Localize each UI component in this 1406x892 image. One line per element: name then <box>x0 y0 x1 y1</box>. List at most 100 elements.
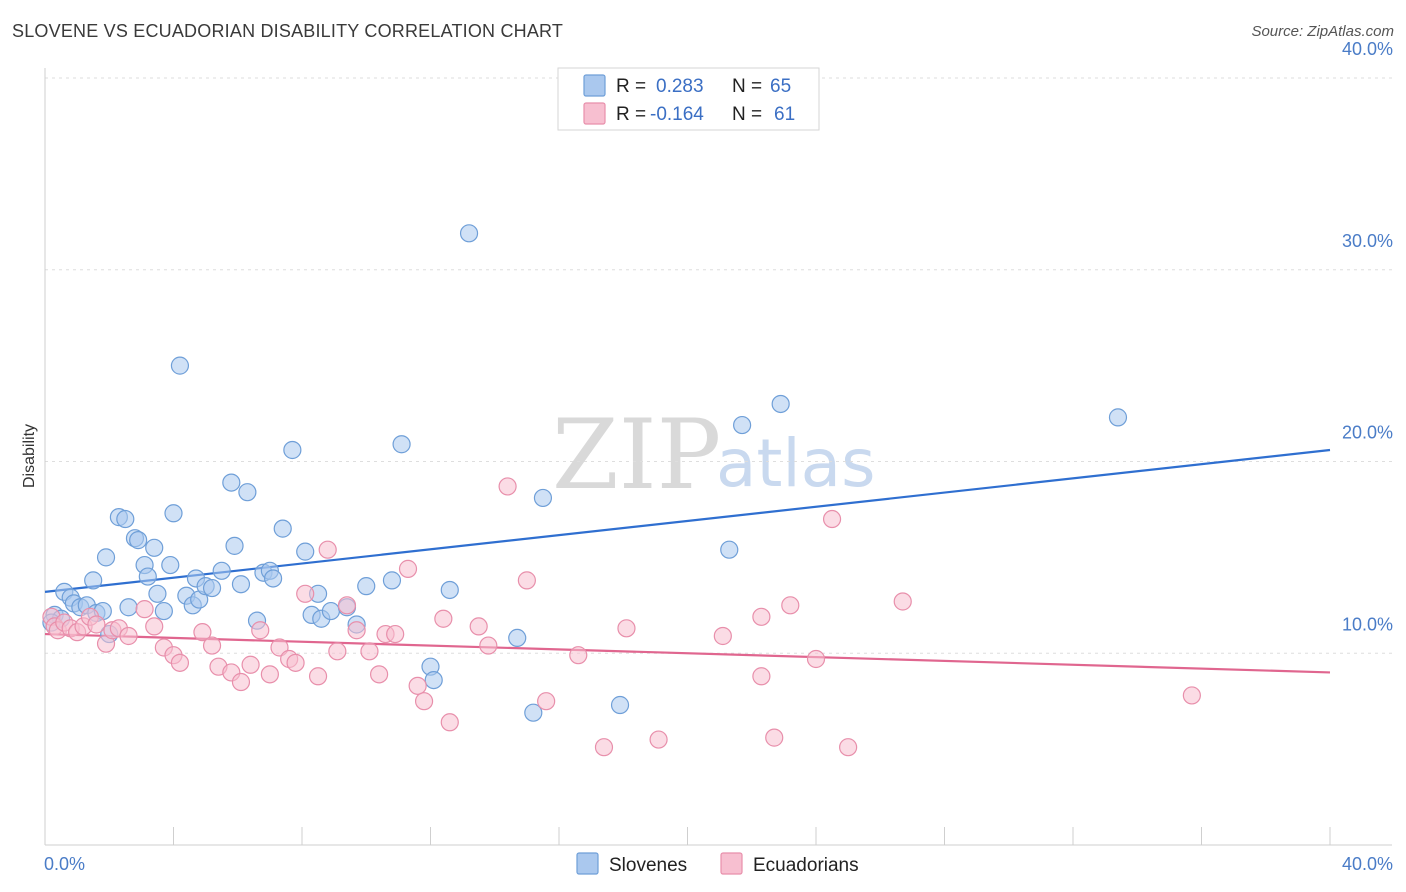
legend: R = 0.283 N = 65 R = -0.164 N = 61 <box>557 67 820 131</box>
point-slovenes <box>212 561 231 580</box>
point-ecuadorians <box>202 636 222 655</box>
point-ecuadorians <box>87 615 106 634</box>
point-ecuadorians <box>594 738 614 757</box>
legend-swatch-slovenes <box>583 74 606 97</box>
bottom-legend-swatch-ecuadorians <box>720 852 743 875</box>
point-slovenes <box>170 356 190 375</box>
point-ecuadorians <box>781 596 800 615</box>
point-ecuadorians <box>752 607 771 626</box>
point-ecuadorians <box>308 667 328 686</box>
point-slovenes <box>154 601 173 621</box>
point-slovenes <box>733 415 752 435</box>
point-ecuadorians <box>569 646 588 665</box>
point-ecuadorians <box>1182 686 1201 705</box>
point-ecuadorians <box>386 624 405 644</box>
grid-lines <box>45 77 1392 654</box>
watermark-atlas: atlas <box>716 425 876 502</box>
legend-r-value-ecuadorians: -0.164 <box>650 104 704 125</box>
point-slovenes <box>148 584 167 603</box>
point-slovenes <box>771 394 790 414</box>
y-tick-label: 20.0% <box>1342 423 1393 443</box>
point-ecuadorians <box>145 617 164 636</box>
point-ecuadorians <box>752 667 771 686</box>
point-ecuadorians <box>347 621 366 640</box>
trend-line-ecuadorians <box>44 632 1331 674</box>
point-ecuadorians <box>839 738 858 757</box>
point-slovenes <box>533 488 553 508</box>
point-slovenes <box>524 703 543 722</box>
legend-n-value-ecuadorians: 61 <box>774 104 795 125</box>
point-slovenes <box>238 483 257 502</box>
legend-swatch-ecuadorians <box>583 102 606 125</box>
point-slovenes <box>164 504 183 523</box>
source-label: Source: ZipAtlas.com <box>1251 23 1394 40</box>
point-slovenes <box>273 519 292 538</box>
point-ecuadorians <box>822 509 842 529</box>
x-tick-label: 40.0% <box>1342 854 1393 874</box>
point-slovenes <box>161 555 180 575</box>
data-points <box>42 224 1201 757</box>
legend-n-value-slovenes: 65 <box>770 76 791 97</box>
point-ecuadorians <box>434 609 453 628</box>
point-ecuadorians <box>370 665 389 684</box>
point-slovenes <box>1108 408 1128 427</box>
point-ecuadorians <box>408 676 427 695</box>
y-tick-label: 30.0% <box>1342 231 1393 251</box>
bottom-legend: Slovenes Ecuadorians <box>576 852 859 876</box>
legend-n-label-ecuadorians: N = <box>732 104 762 125</box>
point-slovenes <box>145 538 164 557</box>
point-ecuadorians <box>440 713 459 732</box>
point-ecuadorians <box>193 623 212 642</box>
bottom-legend-label-slovenes: Slovenes <box>609 855 687 876</box>
point-ecuadorians <box>398 559 418 578</box>
point-slovenes <box>222 473 241 492</box>
point-ecuadorians <box>498 477 517 496</box>
legend-n-label-slovenes: N = <box>732 76 762 97</box>
axes: 10.0% 20.0% 30.0% 40.0% 0.0% 40.0% <box>44 39 1393 874</box>
point-ecuadorians <box>260 665 279 684</box>
point-ecuadorians <box>241 655 260 674</box>
bottom-legend-swatch-slovenes <box>576 852 599 875</box>
x-tick-label: 0.0% <box>44 854 85 874</box>
point-ecuadorians <box>517 571 536 590</box>
point-slovenes <box>263 569 283 588</box>
point-ecuadorians <box>286 653 305 672</box>
point-slovenes <box>357 577 376 596</box>
point-ecuadorians <box>713 626 732 646</box>
point-slovenes <box>96 548 116 567</box>
point-ecuadorians <box>469 617 488 636</box>
point-slovenes <box>129 531 148 550</box>
bottom-legend-label-ecuadorians: Ecuadorians <box>753 855 859 876</box>
point-slovenes <box>720 540 739 559</box>
point-slovenes <box>424 670 443 690</box>
point-ecuadorians <box>135 600 154 619</box>
y-axis-label: Disability <box>21 424 38 488</box>
point-slovenes <box>440 580 459 600</box>
point-slovenes <box>138 567 157 586</box>
watermark-zip: ZIP <box>552 399 721 511</box>
point-ecuadorians <box>318 540 337 559</box>
point-slovenes <box>382 571 402 590</box>
point-slovenes <box>283 440 302 460</box>
point-ecuadorians <box>765 728 784 747</box>
point-ecuadorians <box>231 672 251 692</box>
point-slovenes <box>459 224 479 243</box>
point-ecuadorians <box>806 649 826 669</box>
point-ecuadorians <box>360 642 379 661</box>
point-ecuadorians <box>251 621 270 640</box>
point-ecuadorians <box>893 592 912 611</box>
point-slovenes <box>119 598 138 617</box>
point-ecuadorians <box>479 636 498 655</box>
point-ecuadorians <box>537 692 556 711</box>
point-ecuadorians <box>296 584 315 603</box>
point-ecuadorians <box>649 730 668 749</box>
point-slovenes <box>84 571 103 590</box>
legend-r-value-slovenes: 0.283 <box>656 76 704 97</box>
point-slovenes <box>202 578 222 598</box>
point-slovenes <box>231 575 251 594</box>
chart-title: SLOVENE VS ECUADORIAN DISABILITY CORRELA… <box>12 21 564 41</box>
point-ecuadorians <box>328 642 347 661</box>
point-ecuadorians <box>170 653 190 672</box>
point-slovenes <box>296 542 315 561</box>
